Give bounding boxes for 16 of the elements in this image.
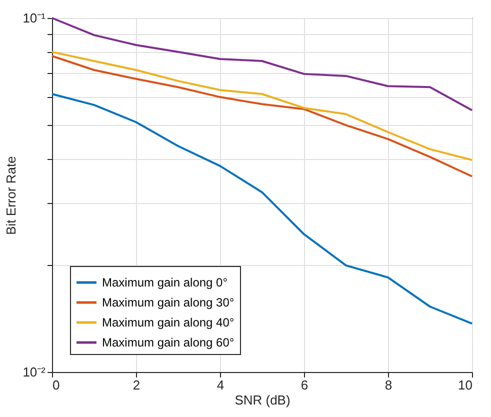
x-tick-label: 0 — [52, 378, 60, 392]
legend-label: Maximum gain along 30° — [102, 296, 234, 310]
y-axis-title: Bit Error Rate — [4, 156, 19, 235]
x-axis-title: SNR (dB) — [234, 392, 290, 408]
y-tick-label: 10⁻¹ — [22, 10, 46, 26]
line-series — [51, 55, 473, 178]
y-tick-label: 10⁻² — [22, 364, 46, 380]
legend-label: Maximum gain along 40° — [102, 316, 234, 330]
x-tick-label: 2 — [132, 378, 140, 392]
line-series — [51, 50, 473, 162]
legend-label: Maximum gain along 60° — [102, 336, 234, 350]
x-tick-label: 6 — [300, 378, 308, 392]
legend-label: Maximum gain along 0° — [102, 276, 228, 290]
x-tick-label: 10 — [458, 378, 472, 392]
x-tick-label: 4 — [216, 378, 224, 392]
x-tick-label: 8 — [384, 378, 392, 392]
